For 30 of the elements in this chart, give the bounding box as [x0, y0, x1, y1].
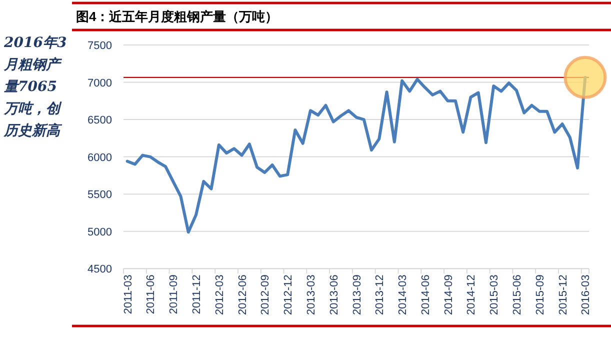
x-tick-label: 2016-03	[580, 274, 592, 315]
x-tick-label: 2011-03	[122, 274, 134, 314]
y-tick-label: 7000	[88, 77, 112, 90]
x-tick-label: 2014-12	[466, 274, 478, 315]
x-tick-label: 2015-09	[534, 274, 546, 315]
x-tick-label: 2013-03	[305, 274, 318, 315]
x-tick-label: 2011-12	[190, 274, 203, 314]
y-tick-label: 6000	[88, 152, 112, 164]
y-tick-label: 4500	[88, 264, 112, 276]
y-tick-label: 5500	[88, 189, 112, 202]
y-tick-label: 6500	[88, 114, 112, 127]
x-tick-label: 2013-09	[351, 274, 364, 315]
x-tick-label: 2015-06	[512, 274, 524, 315]
chart-title: 图4：近五年月度粗钢产量（万吨）	[76, 8, 278, 26]
x-tick-label: 2011-06	[145, 274, 158, 314]
x-tick-label: 2012-12	[282, 274, 295, 315]
x-tick-label: 2011-09	[168, 274, 180, 314]
x-tick-label: 2015-03	[488, 274, 501, 315]
x-tick-label: 2012-03	[214, 274, 226, 315]
x-tick-label: 2013-12	[374, 274, 386, 315]
y-tick-label: 7500	[88, 40, 112, 52]
x-tick-label: 2015-12	[557, 274, 570, 315]
x-tick-label: 2012-09	[260, 274, 272, 315]
x-tick-label: 2014-09	[442, 274, 455, 315]
x-tick-label: 2012-06	[236, 274, 249, 315]
x-tick-label: 2014-03	[397, 274, 410, 315]
y-tick-label: 5000	[88, 226, 112, 238]
text: 2016年3月粗钢产量7065万吨，创历史新高	[4, 34, 68, 141]
x-tick-label: 2014-06	[420, 274, 432, 315]
x-tick-label: 2013-06	[328, 274, 340, 315]
